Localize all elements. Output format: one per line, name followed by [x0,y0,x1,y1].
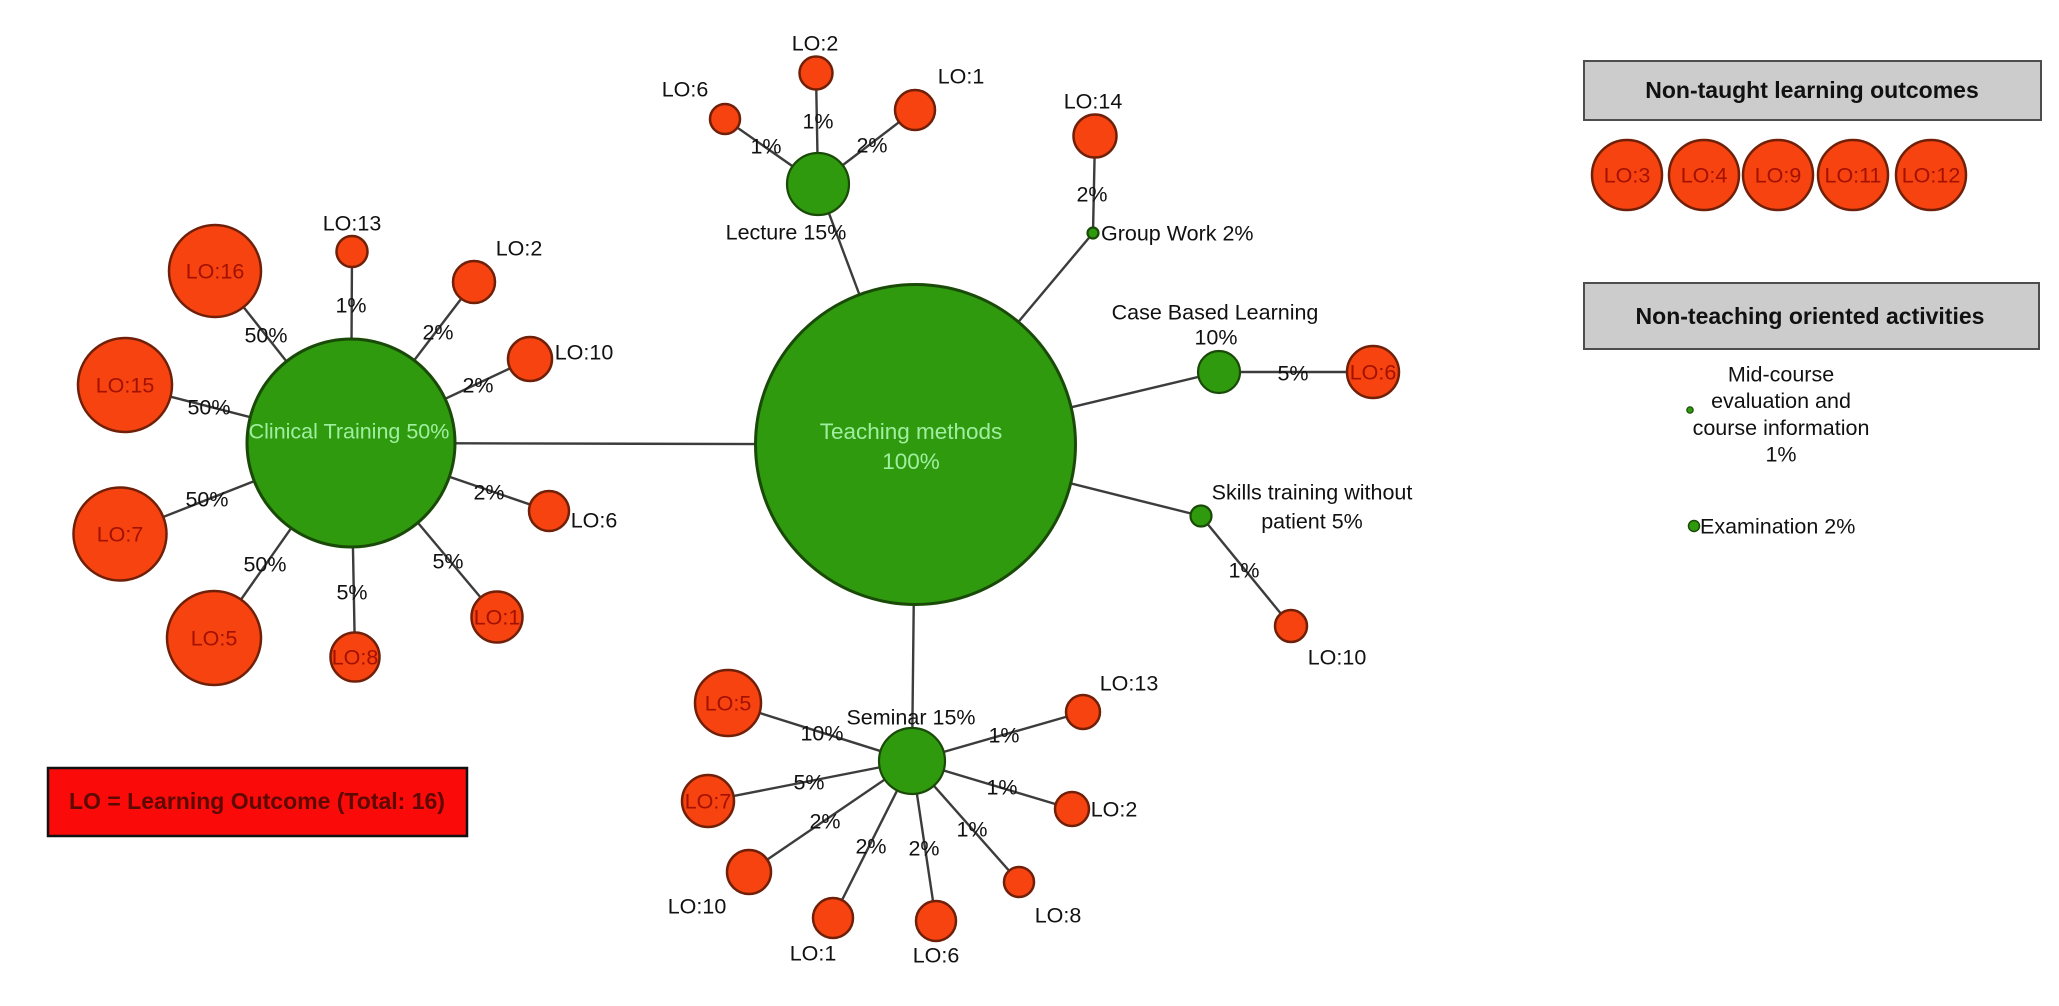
svg-text:LO:1: LO:1 [938,65,985,89]
svg-text:Non-teaching oriented activiti: Non-teaching oriented activities [1636,303,1985,329]
svg-text:LO:2: LO:2 [1091,798,1138,822]
svg-text:2%: 2% [422,321,453,345]
svg-text:LO:8: LO:8 [332,646,379,670]
svg-text:LO:2: LO:2 [792,32,839,56]
svg-text:LO:4: LO:4 [1681,164,1728,188]
svg-text:Skills training without: Skills training without [1212,481,1413,505]
svg-text:LO:6: LO:6 [1350,361,1397,385]
svg-text:LO:2: LO:2 [496,237,543,261]
svg-text:patient 5%: patient 5% [1261,510,1363,534]
svg-text:5%: 5% [1277,362,1308,386]
svg-text:1%: 1% [986,776,1017,800]
svg-text:LO:8: LO:8 [1035,904,1082,928]
svg-text:Seminar 15%: Seminar 15% [846,706,975,730]
svg-text:Non-taught learning outcomes: Non-taught learning outcomes [1645,77,1979,103]
svg-text:1%: 1% [1765,443,1796,467]
svg-text:1%: 1% [335,294,366,318]
svg-text:Case Based Learning: Case Based Learning [1112,301,1319,325]
svg-text:5%: 5% [336,581,367,605]
svg-text:10%: 10% [1194,326,1237,350]
svg-text:1%: 1% [1228,559,1259,583]
svg-text:evaluation and: evaluation and [1711,389,1851,413]
svg-text:LO:13: LO:13 [1100,672,1159,696]
svg-text:50%: 50% [244,324,287,348]
svg-text:LO:10: LO:10 [668,895,727,919]
svg-text:100%: 100% [882,449,940,474]
svg-text:LO = Learning Outcome (Total:: LO = Learning Outcome (Total: 16) [69,788,445,814]
svg-text:LO:11: LO:11 [1825,164,1882,188]
svg-text:LO:10: LO:10 [555,341,614,365]
svg-text:Lecture 15%: Lecture 15% [726,221,847,245]
svg-text:1%: 1% [956,818,987,842]
svg-text:LO:3: LO:3 [1604,164,1651,188]
svg-text:1%: 1% [802,110,833,134]
svg-text:Mid-course: Mid-course [1728,363,1834,387]
svg-text:LO:1: LO:1 [474,606,521,630]
svg-text:LO:5: LO:5 [705,692,752,716]
svg-text:2%: 2% [908,837,939,861]
svg-text:50%: 50% [243,553,286,577]
svg-text:LO:6: LO:6 [662,78,709,102]
svg-text:Teaching methods: Teaching methods [820,419,1003,444]
svg-text:5%: 5% [793,771,824,795]
svg-text:2%: 2% [1076,183,1107,207]
svg-text:LO:12: LO:12 [1902,164,1961,188]
svg-text:LO:15: LO:15 [96,374,155,398]
svg-text:LO:9: LO:9 [1755,164,1802,188]
svg-text:Group Work 2%: Group Work 2% [1101,222,1254,246]
svg-text:LO:5: LO:5 [191,627,238,651]
svg-text:10%: 10% [800,722,843,746]
svg-text:Clinical Training 50%: Clinical Training 50% [249,420,450,444]
svg-text:LO:6: LO:6 [571,509,618,533]
svg-text:LO:7: LO:7 [97,523,144,547]
svg-text:LO:10: LO:10 [1308,646,1367,670]
svg-text:LO:1: LO:1 [790,942,837,966]
svg-text:1%: 1% [750,135,781,159]
svg-text:2%: 2% [473,481,504,505]
svg-text:2%: 2% [855,835,886,859]
svg-text:2%: 2% [856,134,887,158]
svg-text:2%: 2% [462,374,493,398]
svg-text:Examination 2%: Examination 2% [1700,515,1855,539]
svg-text:1%: 1% [988,724,1019,748]
svg-text:50%: 50% [185,488,228,512]
svg-text:5%: 5% [432,550,463,574]
svg-text:2%: 2% [809,810,840,834]
svg-text:course information: course information [1693,416,1870,440]
svg-text:LO:7: LO:7 [685,790,732,814]
svg-text:LO:14: LO:14 [1064,90,1123,114]
svg-text:50%: 50% [187,396,230,420]
svg-text:LO:6: LO:6 [913,944,960,968]
svg-text:LO:16: LO:16 [186,260,245,284]
svg-text:LO:13: LO:13 [323,212,382,236]
